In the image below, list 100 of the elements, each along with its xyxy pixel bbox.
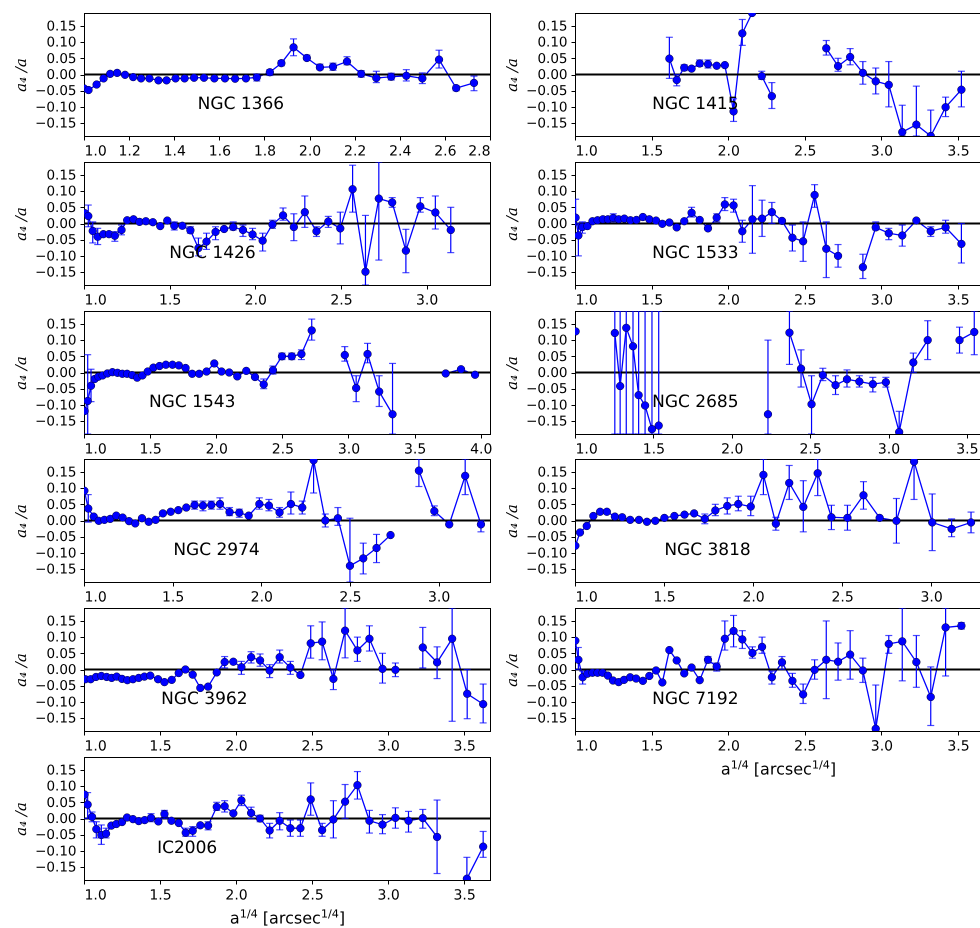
y-tick-label: −0.15 — [35, 562, 76, 578]
y-tick-label: 0.15 — [46, 167, 76, 184]
y-tick-label: 0.10 — [537, 34, 568, 51]
point — [84, 396, 92, 405]
point — [118, 514, 127, 522]
y-tick-label: 0.15 — [46, 316, 76, 332]
x-tick-label: 2.0 — [250, 590, 273, 606]
y-tick-label: 0.00 — [537, 364, 568, 381]
point — [318, 826, 326, 834]
point — [651, 517, 660, 526]
point — [834, 252, 842, 260]
point — [822, 244, 830, 253]
y-tick-label: 0.15 — [537, 167, 568, 184]
point — [174, 818, 183, 828]
point — [576, 528, 584, 537]
point — [892, 517, 901, 526]
point — [876, 514, 884, 522]
point — [799, 503, 808, 512]
point — [687, 64, 696, 73]
x-tick-label: 1.0 — [84, 590, 107, 606]
x-tick-label: 2.5 — [831, 590, 854, 606]
point — [642, 518, 652, 526]
point — [711, 506, 720, 515]
x-tick-label: 3.5 — [454, 738, 476, 755]
y-tick-label: 0.10 — [537, 183, 568, 200]
point — [807, 400, 816, 408]
x-tick-label: 2.5 — [272, 441, 294, 458]
y-tick-label: −0.10 — [526, 694, 568, 711]
point — [842, 374, 852, 384]
point — [822, 44, 830, 52]
point — [461, 472, 470, 480]
point — [306, 639, 315, 648]
x-tick-label: 1.0 — [576, 738, 598, 755]
point — [171, 74, 180, 82]
point — [602, 508, 611, 516]
point — [610, 512, 620, 522]
y-tick-label: −0.10 — [526, 248, 568, 264]
point — [220, 74, 230, 82]
point — [375, 387, 384, 396]
x-tick-label: 2.0 — [742, 590, 765, 606]
point — [178, 221, 186, 230]
point — [799, 236, 808, 246]
y-tick-label: 0.00 — [46, 662, 76, 678]
point — [211, 228, 220, 236]
point — [112, 512, 120, 520]
annotation: NGC 1366 — [198, 94, 284, 114]
y-tick-label: 0.10 — [537, 332, 568, 348]
point — [738, 635, 746, 644]
point — [704, 224, 712, 232]
point — [225, 368, 234, 376]
y-tick-label: 0.05 — [537, 200, 568, 216]
point — [589, 512, 598, 520]
point — [680, 510, 689, 520]
point — [618, 514, 626, 522]
x-tick-label: 1.5 — [653, 590, 676, 606]
point — [174, 669, 183, 678]
point — [448, 634, 456, 644]
point — [202, 237, 211, 246]
point — [188, 670, 197, 679]
x-tick-label: 4.0 — [470, 441, 492, 458]
x-tick-label: 1.5 — [640, 738, 664, 755]
point — [154, 675, 162, 684]
x-tick-label: 1.0 — [84, 441, 107, 458]
annotation: NGC 1533 — [652, 242, 739, 263]
point — [196, 684, 204, 692]
point — [640, 400, 650, 410]
y-tick-label: 0.00 — [46, 364, 76, 381]
point — [768, 673, 776, 682]
y-axis-title: a₄ /a — [12, 504, 30, 538]
y-tick-label: 0.10 — [46, 778, 76, 795]
point — [276, 653, 284, 662]
point — [346, 562, 354, 570]
point — [476, 520, 486, 529]
point — [479, 700, 488, 708]
point — [336, 224, 344, 232]
x-tick-label: 3.5 — [947, 144, 970, 160]
point — [88, 226, 97, 235]
point — [604, 672, 612, 680]
point — [286, 824, 294, 832]
point — [926, 693, 935, 702]
point — [859, 492, 868, 500]
point — [575, 656, 582, 664]
point — [278, 211, 288, 220]
point — [264, 502, 274, 510]
point — [634, 390, 643, 399]
y-tick-label: −0.10 — [35, 248, 76, 264]
point — [672, 656, 681, 665]
point — [827, 514, 836, 522]
y-tick-label: 0.00 — [46, 216, 76, 232]
point — [404, 816, 413, 825]
x-tick-label: 1.5 — [640, 144, 664, 160]
point — [912, 658, 920, 666]
point — [167, 816, 176, 825]
point — [386, 531, 395, 540]
point — [92, 80, 101, 89]
point — [329, 815, 338, 824]
point — [846, 650, 854, 659]
point — [966, 518, 976, 527]
point — [258, 236, 267, 245]
point — [365, 816, 374, 825]
